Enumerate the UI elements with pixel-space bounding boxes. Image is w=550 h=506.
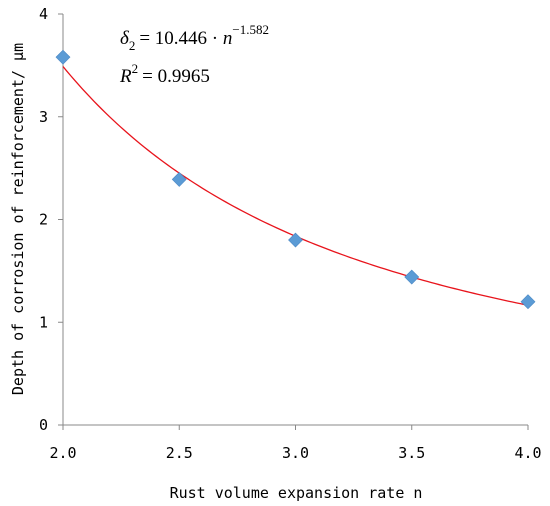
x-tick-label: 2.0	[49, 444, 76, 462]
eq-power: −1.582	[232, 22, 269, 37]
data-point	[520, 294, 536, 310]
x-tick-label: 2.5	[166, 444, 193, 462]
eq-lhs-subscript: 2	[129, 38, 136, 53]
fit-curve	[62, 66, 529, 306]
eq-rhs-prefix: = 10.446 ·	[139, 28, 223, 49]
data-point	[55, 49, 71, 65]
r2-symbol: R	[119, 66, 132, 87]
x-ticks: 2.0 2.5 3.0 3.5 4.0	[49, 425, 542, 462]
y-tick-label: 3	[39, 108, 48, 126]
data-point	[171, 172, 187, 187]
data-point	[288, 232, 303, 248]
y-axis-title: Depth of corrosion of reinforcement/ μm	[9, 43, 27, 395]
data-point	[404, 269, 420, 285]
r-squared-annotation: R2 = 0.9965	[119, 61, 210, 87]
y-tick-label: 0	[39, 416, 48, 434]
x-tick-label: 3.0	[282, 444, 309, 462]
eq-variable: n	[223, 28, 233, 49]
data-points	[55, 49, 536, 310]
y-tick-label: 4	[39, 5, 48, 23]
r2-power: 2	[132, 61, 139, 76]
y-tick-label: 2	[39, 211, 48, 229]
y-tick-label: 1	[39, 313, 48, 331]
r2-value: = 0.9965	[142, 66, 210, 87]
eq-lhs-symbol: δ	[120, 28, 130, 49]
fit-equation: δ2 = 10.446 · n−1.582	[120, 22, 269, 53]
x-tick-label: 3.5	[398, 444, 425, 462]
y-ticks: 0 1 2 3 4	[39, 5, 63, 434]
x-axis-title: Rust volume expansion rate n	[170, 484, 423, 502]
x-tick-label: 4.0	[514, 444, 541, 462]
